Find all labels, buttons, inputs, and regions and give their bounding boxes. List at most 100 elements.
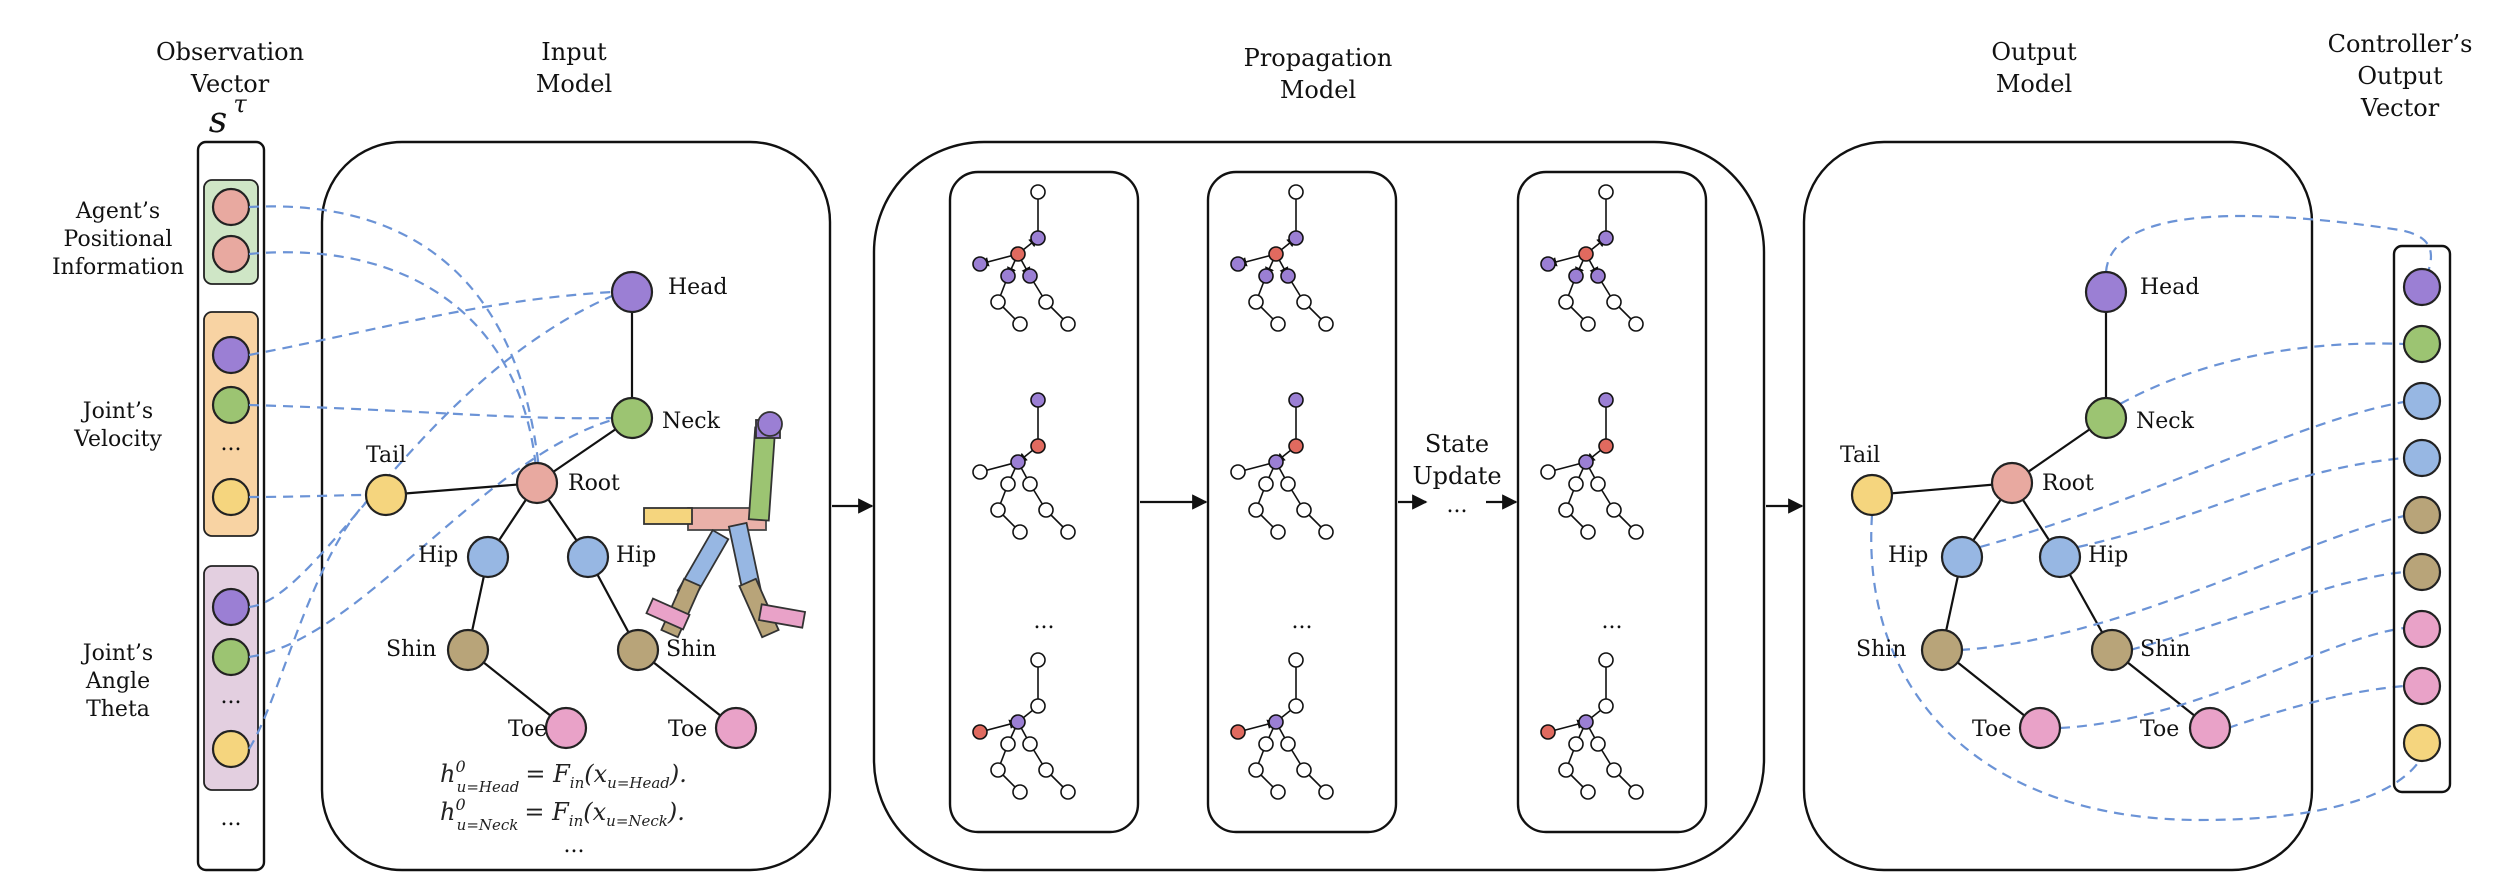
output-shin-right-node bbox=[2090, 628, 2134, 672]
output-neck-label: Neck bbox=[2136, 409, 2195, 434]
input-shin-right-label: Shin bbox=[666, 637, 716, 662]
step3-ellipsis: ... bbox=[1602, 609, 1623, 634]
input-toe-right-label: Toe bbox=[668, 717, 707, 742]
angle-group-box bbox=[203, 565, 259, 791]
output-head-label: Head bbox=[2140, 275, 2199, 300]
output-skeleton-tree bbox=[1871, 292, 2211, 729]
input-head-label: Head bbox=[668, 275, 727, 300]
input-model-title-line1: Input bbox=[541, 38, 607, 66]
controller-output-nodes bbox=[2402, 267, 2442, 763]
output-root-label: Root bbox=[2042, 471, 2094, 496]
input-shin-left-node bbox=[446, 628, 490, 672]
obs-node-ang-2 bbox=[211, 637, 251, 677]
output-skeleton-nodes: Head Neck Root Tail Hip Hip Shin Shin To… bbox=[1840, 270, 2232, 750]
output-neck-node bbox=[2084, 396, 2128, 440]
agent-body-illustration bbox=[643, 411, 807, 639]
svg-text:h0u=Neck= Fin(xu=Neck).: h0 u=Neck = Fin(xu=Neck). bbox=[440, 795, 685, 834]
input-model-panel bbox=[320, 140, 832, 872]
svg-text:Theta: Theta bbox=[86, 697, 150, 722]
svg-text:Information: Information bbox=[52, 255, 184, 280]
input-hip-right-label: Hip bbox=[616, 543, 656, 568]
observation-title-line2: Vector bbox=[190, 70, 270, 98]
output-toe-left-label: Toe bbox=[1972, 717, 2011, 742]
controller-title-line1: Controller’s bbox=[2328, 30, 2473, 58]
svg-text:Positional: Positional bbox=[64, 227, 173, 252]
input-root-label: Root bbox=[568, 471, 620, 496]
input-toe-left-label: Toe bbox=[508, 717, 547, 742]
output-hip-left-node bbox=[1940, 535, 1984, 579]
svg-text:h0u=Head= Fin(xu=Head).: h0 u=Head = Fin(xu=Head). bbox=[440, 757, 687, 796]
controller-output-node-5 bbox=[2402, 495, 2442, 535]
propagation-mini-tree-1 bbox=[972, 392, 1076, 540]
controller-output-node-7 bbox=[2402, 609, 2442, 649]
step2-ellipsis: ... bbox=[1292, 609, 1313, 634]
svg-text:Angle: Angle bbox=[85, 669, 150, 694]
input-skeleton-tree: Head Neck Root Tail Hip Hip Shin Shin To… bbox=[364, 270, 758, 750]
obs-node-pos-1 bbox=[211, 187, 251, 227]
obs-node-vel-1 bbox=[211, 335, 251, 375]
input-equations: h0 u=Head = Fin(xu=Head). h0 u=Neck = Fin(xu… bbox=[440, 757, 687, 858]
input-shin-right-node bbox=[616, 628, 660, 672]
output-hip-right-label: Hip bbox=[2088, 543, 2128, 568]
output-model-panel bbox=[1802, 140, 2314, 872]
controller-output-node-6 bbox=[2402, 552, 2442, 592]
state-update-ellipsis: ... bbox=[1447, 493, 1468, 518]
propagation-mini-tree-3 bbox=[1230, 184, 1334, 332]
input-toe-left-node bbox=[544, 706, 588, 750]
output-toe-right-label: Toe bbox=[2140, 717, 2179, 742]
input-hip-right-node bbox=[566, 535, 610, 579]
controller-output-node-1 bbox=[2402, 267, 2442, 307]
observation-symbol-sup: τ bbox=[233, 90, 247, 118]
propagation-steps bbox=[948, 170, 1708, 834]
propagation-mini-tree-7 bbox=[1540, 392, 1644, 540]
obs-node-pos-2 bbox=[211, 234, 251, 274]
propagation-mini-tree-5 bbox=[1230, 652, 1334, 800]
propagation-step-3 bbox=[1516, 170, 1708, 834]
state-update-label-line2: Update bbox=[1412, 462, 1501, 490]
output-toe-right-node bbox=[2188, 706, 2232, 750]
output-head-node bbox=[2084, 270, 2128, 314]
input-root-node bbox=[515, 461, 559, 505]
propagation-model-panel bbox=[872, 140, 1766, 872]
observation-vector: ... ... ... bbox=[196, 140, 266, 872]
obs-node-ang-1 bbox=[211, 587, 251, 627]
joint-angle-label: Joint’s Angle Theta bbox=[81, 641, 153, 722]
joint-velocity-label: Joint’s Velocity bbox=[73, 399, 162, 452]
obs-ang-ellipsis: ... bbox=[221, 684, 242, 709]
input-dashed-connections bbox=[248, 205, 613, 750]
output-model-title-line2: Model bbox=[1996, 70, 2072, 98]
controller-output-node-8 bbox=[2402, 666, 2442, 706]
propagation-mini-tree-6 bbox=[1540, 184, 1644, 332]
controller-output-node-2 bbox=[2402, 324, 2442, 364]
svg-text:Joint’s: Joint’s bbox=[81, 399, 153, 424]
input-toe-right-node bbox=[714, 706, 758, 750]
obs-vector-ellipsis: ... bbox=[221, 806, 242, 831]
controller-output-node-3 bbox=[2402, 381, 2442, 421]
input-neck-label: Neck bbox=[662, 409, 721, 434]
svg-text:Agent’s: Agent’s bbox=[75, 199, 160, 224]
controller-output-node-9 bbox=[2402, 723, 2442, 763]
input-shin-left-label: Shin bbox=[386, 637, 436, 662]
propagation-model-title-line2: Model bbox=[1280, 76, 1356, 104]
input-hip-left-node bbox=[466, 535, 510, 579]
obs-node-vel-2 bbox=[211, 385, 251, 425]
propagation-mini-tree-2 bbox=[972, 652, 1076, 800]
propagation-mini-tree-0 bbox=[972, 184, 1076, 332]
svg-text:Velocity: Velocity bbox=[73, 427, 162, 452]
propagation-step-2 bbox=[1206, 170, 1398, 834]
output-shin-right-label: Shin bbox=[2140, 637, 2190, 662]
controller-output-node-4 bbox=[2402, 438, 2442, 478]
controller-title-line2: Output bbox=[2357, 62, 2443, 90]
propagation-small-trees bbox=[972, 184, 1644, 800]
input-hip-left-label: Hip bbox=[418, 543, 458, 568]
state-update-label-line1: State bbox=[1425, 430, 1489, 458]
input-tail-node bbox=[364, 473, 408, 517]
propagation-mini-tree-4 bbox=[1230, 392, 1334, 540]
propagation-step-1 bbox=[948, 170, 1140, 834]
output-tail-label: Tail bbox=[1840, 443, 1880, 468]
obs-vel-ellipsis: ... bbox=[221, 431, 242, 456]
propagation-mini-tree-8 bbox=[1540, 652, 1644, 800]
positional-info-label: Agent’s Positional Information bbox=[52, 199, 184, 280]
observation-symbol: s bbox=[209, 100, 227, 141]
